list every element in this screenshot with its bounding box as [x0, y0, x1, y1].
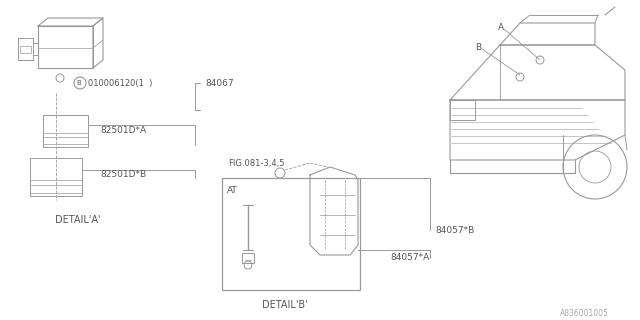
- Text: 010006120(1  ): 010006120(1 ): [88, 78, 152, 87]
- Text: 84067: 84067: [205, 78, 234, 87]
- Text: B: B: [475, 43, 481, 52]
- Bar: [18, 38, 33, 60]
- Text: DETAIL'A': DETAIL'A': [55, 215, 100, 225]
- Bar: [20, 46, 31, 53]
- Text: 82501D*A: 82501D*A: [100, 125, 146, 134]
- Text: B: B: [77, 80, 81, 86]
- Text: FIG.081-3,4,5: FIG.081-3,4,5: [228, 158, 285, 167]
- Text: AT: AT: [227, 186, 237, 195]
- Text: DETAIL'B': DETAIL'B': [262, 300, 308, 310]
- Bar: [30, 158, 82, 196]
- Text: A: A: [498, 22, 504, 31]
- Text: A836001005: A836001005: [560, 309, 609, 318]
- Bar: [222, 178, 360, 290]
- Bar: [30, 185, 82, 193]
- Bar: [242, 253, 254, 263]
- Text: 84057*B: 84057*B: [435, 226, 474, 235]
- Bar: [43, 115, 88, 147]
- Bar: [43, 137, 88, 144]
- Text: 84057*A: 84057*A: [390, 253, 429, 262]
- Text: 82501D*B: 82501D*B: [100, 170, 146, 179]
